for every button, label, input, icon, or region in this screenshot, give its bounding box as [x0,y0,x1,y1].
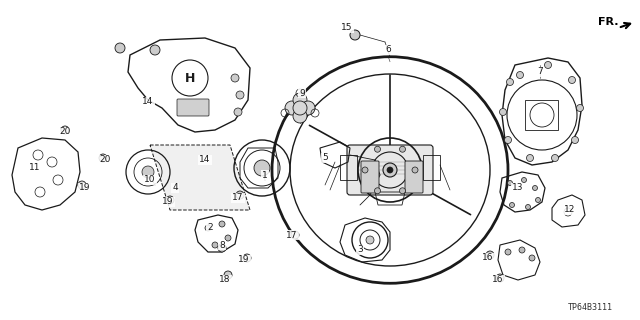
Circle shape [552,155,559,162]
Circle shape [218,244,226,252]
Circle shape [529,255,535,261]
Text: 20: 20 [60,127,70,137]
FancyBboxPatch shape [177,99,209,116]
Circle shape [362,167,368,173]
Text: 10: 10 [144,175,156,185]
Text: 15: 15 [341,23,353,33]
Text: 1: 1 [262,171,268,180]
Text: 6: 6 [385,45,391,54]
Text: 19: 19 [163,197,173,206]
Circle shape [412,167,418,173]
Text: 3: 3 [357,245,363,254]
Circle shape [496,274,504,282]
Text: 14: 14 [199,156,211,164]
Circle shape [519,247,525,253]
Text: 16: 16 [483,253,493,262]
Text: TP64B3111: TP64B3111 [568,303,612,313]
Circle shape [236,91,244,99]
Circle shape [508,180,513,186]
Circle shape [506,78,513,85]
Circle shape [142,166,154,178]
FancyBboxPatch shape [347,145,433,195]
Text: 20: 20 [99,156,111,164]
FancyBboxPatch shape [405,161,423,193]
Circle shape [399,188,406,194]
Circle shape [525,204,531,210]
Text: 19: 19 [79,183,91,193]
Circle shape [243,254,251,262]
Circle shape [115,43,125,53]
Circle shape [285,101,299,115]
Circle shape [219,221,225,227]
Circle shape [366,236,374,244]
Circle shape [236,191,244,199]
Circle shape [536,197,541,203]
Text: 17: 17 [232,194,244,203]
Text: 9: 9 [299,89,305,98]
Circle shape [383,163,397,177]
Text: 11: 11 [29,164,41,172]
Circle shape [254,160,270,176]
Circle shape [545,61,552,68]
Polygon shape [150,145,250,210]
Circle shape [166,196,174,204]
Circle shape [225,235,231,241]
Text: H: H [185,71,195,84]
Text: 2: 2 [207,223,213,233]
Circle shape [350,30,360,40]
Text: 8: 8 [219,241,225,250]
Circle shape [527,155,534,162]
Circle shape [509,203,515,207]
Circle shape [293,109,307,123]
Text: 19: 19 [238,255,250,265]
Circle shape [387,167,393,173]
Circle shape [486,251,494,259]
Circle shape [577,105,584,111]
Text: FR.: FR. [598,17,618,27]
Text: 17: 17 [286,230,298,239]
Circle shape [399,146,406,152]
Circle shape [516,71,524,78]
Circle shape [572,137,579,143]
Text: 14: 14 [142,98,154,107]
Circle shape [150,45,160,55]
Circle shape [205,225,211,231]
Circle shape [522,178,527,182]
Circle shape [224,271,232,279]
Circle shape [61,126,69,134]
Circle shape [231,74,239,82]
Circle shape [291,231,299,239]
Circle shape [499,108,506,116]
Circle shape [99,154,107,162]
Circle shape [504,137,511,143]
Circle shape [374,188,381,194]
Circle shape [78,181,86,189]
Circle shape [234,108,242,116]
Text: 18: 18 [220,276,231,284]
Text: 4: 4 [172,183,178,193]
Circle shape [532,186,538,190]
Text: 12: 12 [564,205,576,214]
FancyBboxPatch shape [361,161,379,193]
Text: 7: 7 [537,68,543,76]
Circle shape [293,93,307,107]
Text: 16: 16 [492,276,504,284]
Circle shape [374,146,381,152]
Circle shape [293,101,307,115]
Circle shape [505,249,511,255]
Circle shape [212,242,218,248]
Text: 5: 5 [322,154,328,163]
Circle shape [301,101,315,115]
Circle shape [568,76,575,84]
Text: 13: 13 [512,183,524,193]
